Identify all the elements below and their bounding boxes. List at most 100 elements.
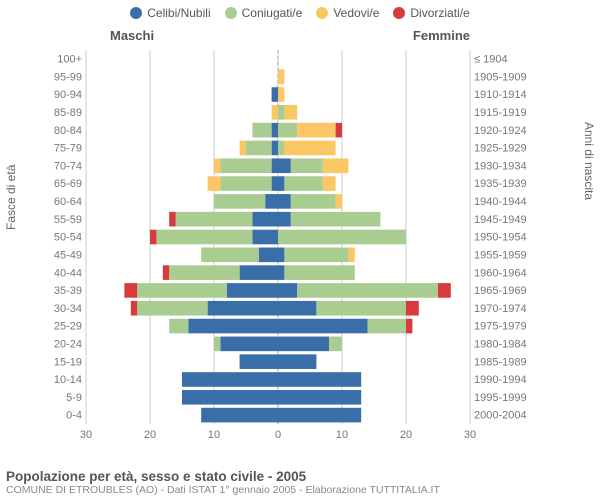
- bar-female: [297, 123, 335, 138]
- bar-female: [278, 372, 361, 387]
- bar-female: [438, 283, 451, 298]
- age-label: 45-49: [54, 249, 82, 261]
- bar-female: [336, 194, 342, 209]
- legend-item: Celibi/Nubili: [130, 6, 210, 20]
- bar-female: [284, 141, 335, 156]
- bar-female: [278, 158, 291, 173]
- legend-swatch: [225, 7, 237, 19]
- bar-male: [220, 158, 271, 173]
- bar-female: [278, 141, 284, 156]
- age-label: 55-59: [54, 214, 82, 226]
- age-label: 50-54: [54, 232, 82, 244]
- birth-label: 1920-1924: [474, 125, 527, 137]
- bar-female: [278, 337, 329, 352]
- bar-male: [163, 265, 169, 280]
- bar-male: [252, 123, 271, 138]
- bar-female: [316, 301, 406, 316]
- bar-female: [278, 230, 406, 245]
- bar-female: [284, 265, 354, 280]
- birth-label: 1940-1944: [474, 196, 527, 208]
- bar-male: [169, 265, 239, 280]
- bar-female: [278, 105, 284, 120]
- birth-label: ≤ 1904: [474, 54, 508, 66]
- birth-label: 1945-1949: [474, 214, 527, 226]
- birth-label: 1910-1914: [474, 89, 527, 101]
- birth-label: 1905-1909: [474, 71, 527, 83]
- birth-label: 1960-1964: [474, 267, 527, 279]
- plot-area: 0101020203030100+≤ 190495-991905-190990-…: [48, 46, 528, 446]
- bar-female: [291, 194, 336, 209]
- age-label: 10-14: [54, 374, 82, 386]
- bar-female: [278, 212, 291, 227]
- male-header: Maschi: [110, 28, 154, 43]
- x-tick-label: 10: [208, 429, 220, 441]
- bar-female: [336, 123, 342, 138]
- bar-male: [220, 176, 271, 191]
- birth-label: 1925-1929: [474, 143, 527, 155]
- bar-male: [214, 158, 220, 173]
- bar-female: [284, 105, 297, 120]
- legend-swatch: [393, 7, 405, 19]
- age-label: 0-4: [66, 410, 82, 422]
- x-tick-label: 30: [464, 429, 476, 441]
- bar-male: [220, 337, 278, 352]
- y-axis-left-title: Fasce di età: [4, 165, 18, 230]
- y-axis-right-title: Anni di nascita: [582, 122, 596, 200]
- chart-source: COMUNE DI ETROUBLES (AO) - Dati ISTAT 1°…: [6, 484, 594, 496]
- bar-female: [291, 158, 323, 173]
- bar-male: [131, 301, 137, 316]
- bar-female: [284, 176, 322, 191]
- bar-female: [329, 337, 342, 352]
- bar-female: [278, 69, 284, 84]
- bar-male: [272, 141, 278, 156]
- legend-item: Divorziati/e: [393, 6, 469, 20]
- bar-male: [201, 408, 278, 423]
- age-label: 30-34: [54, 303, 82, 315]
- bar-female: [278, 408, 361, 423]
- bar-male: [272, 87, 278, 102]
- bar-male: [169, 212, 175, 227]
- bar-male: [124, 283, 137, 298]
- legend-label: Divorziati/e: [410, 6, 469, 20]
- bar-female: [278, 354, 316, 369]
- legend-swatch: [316, 7, 328, 19]
- birth-label: 1975-1979: [474, 321, 527, 333]
- age-label: 65-69: [54, 178, 82, 190]
- legend-item: Vedovi/e: [316, 6, 379, 20]
- legend-item: Coniugati/e: [225, 6, 303, 20]
- bar-female: [297, 283, 438, 298]
- birth-label: 1965-1969: [474, 285, 527, 297]
- bar-female: [278, 176, 284, 191]
- bar-female: [278, 283, 297, 298]
- age-label: 75-79: [54, 143, 82, 155]
- bar-male: [182, 390, 278, 405]
- birth-label: 1990-1994: [474, 374, 527, 386]
- x-tick-label: 10: [336, 429, 348, 441]
- bar-male: [208, 176, 221, 191]
- x-tick-label: 20: [144, 429, 156, 441]
- x-tick-label: 20: [400, 429, 412, 441]
- bar-male: [150, 230, 156, 245]
- x-tick-label: 0: [275, 429, 281, 441]
- birth-label: 1955-1959: [474, 249, 527, 261]
- bar-male: [227, 283, 278, 298]
- bar-male: [201, 248, 259, 263]
- age-label: 100+: [57, 54, 82, 66]
- birth-label: 1985-1989: [474, 356, 527, 368]
- birth-label: 1980-1984: [474, 339, 527, 351]
- age-label: 90-94: [54, 89, 82, 101]
- age-label: 85-89: [54, 107, 82, 119]
- bar-female: [323, 176, 336, 191]
- bar-male: [252, 230, 278, 245]
- footer: Popolazione per età, sesso e stato civil…: [6, 469, 594, 496]
- bar-female: [323, 158, 349, 173]
- chart-title: Popolazione per età, sesso e stato civil…: [6, 469, 594, 484]
- bar-female: [278, 319, 368, 334]
- legend-label: Celibi/Nubili: [147, 6, 210, 20]
- population-pyramid-chart: Celibi/Nubili Coniugati/e Vedovi/e Divorzia…: [0, 0, 600, 500]
- bar-male: [252, 212, 278, 227]
- bar-female: [278, 265, 284, 280]
- bar-female: [406, 319, 412, 334]
- bar-female: [284, 248, 348, 263]
- bar-male: [240, 141, 246, 156]
